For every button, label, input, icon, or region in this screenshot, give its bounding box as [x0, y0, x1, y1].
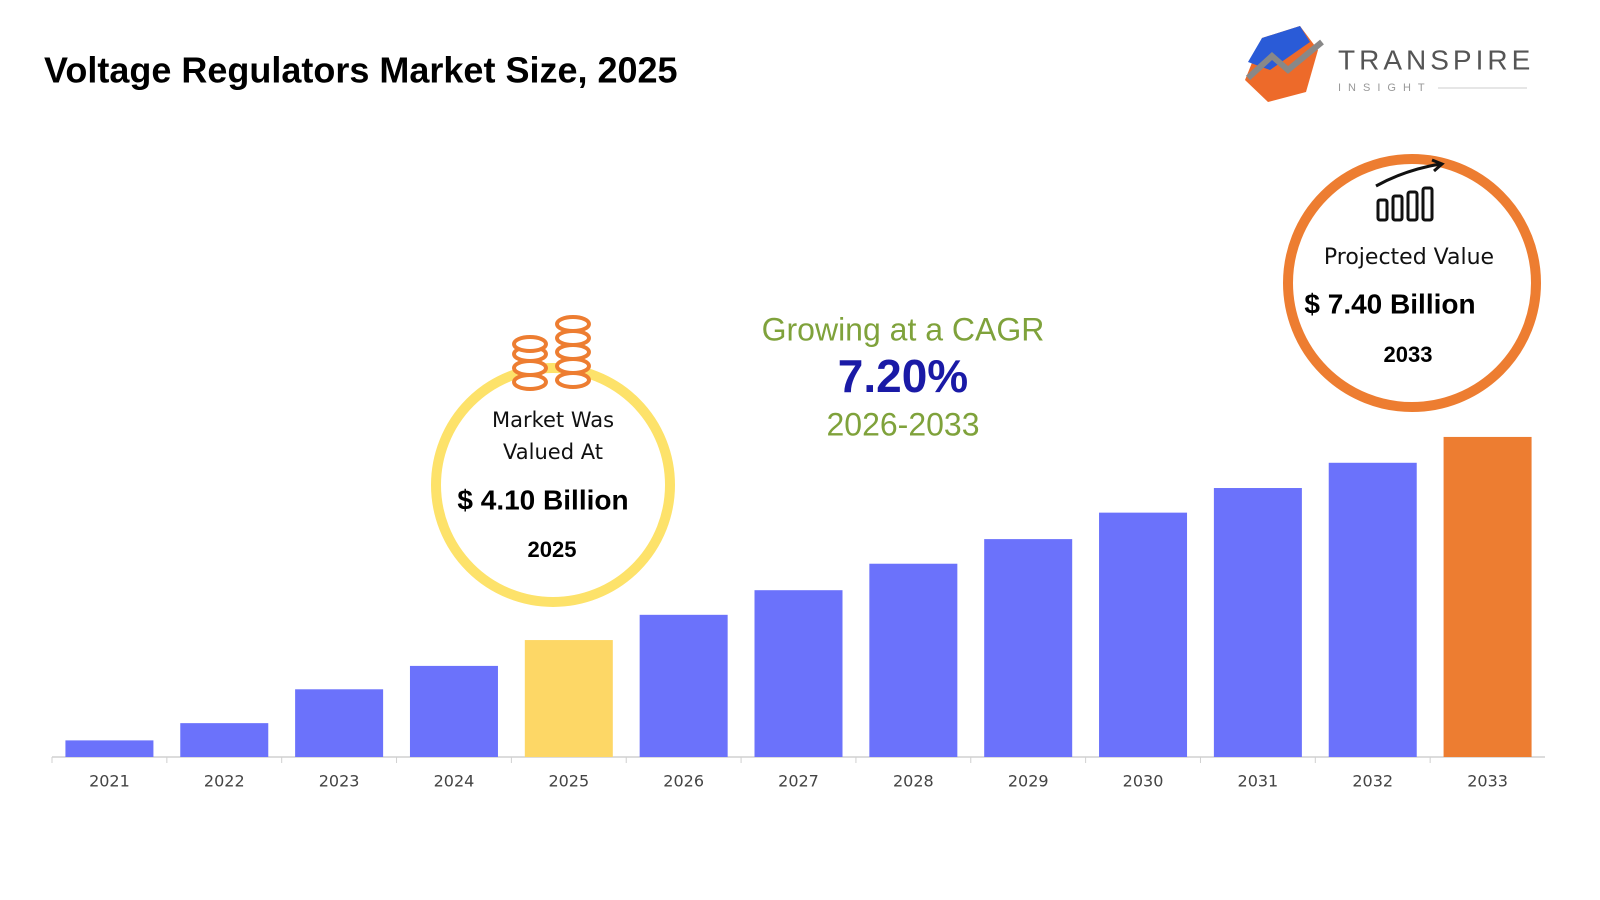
x-tick-label: 2024 [434, 772, 475, 791]
projected-circle [1283, 154, 1541, 412]
x-tick-label: 2022 [204, 772, 245, 791]
x-tick-label: 2028 [893, 772, 934, 791]
x-tick-label: 2026 [663, 772, 704, 791]
cagr-value: 7.20% [838, 350, 968, 402]
x-tick-label: 2021 [89, 772, 130, 791]
bar [409, 665, 498, 757]
bar [639, 614, 728, 757]
x-tick-label: 2031 [1238, 772, 1279, 791]
cagr-period: 2026-2033 [826, 406, 979, 442]
projected-year: 2033 [1384, 342, 1433, 367]
x-tick-label: 2029 [1008, 772, 1049, 791]
bar [1443, 436, 1532, 757]
bar [1099, 512, 1188, 757]
market-label: Market Was Valued At [491, 408, 615, 464]
growth-icon [1375, 158, 1445, 222]
bar [524, 640, 613, 757]
x-tick-label: 2023 [319, 772, 360, 791]
logo: TRANSPIRE INSIGHT [1245, 26, 1534, 102]
bar [869, 563, 958, 757]
bar [1213, 488, 1302, 757]
market-year: 2025 [528, 537, 577, 562]
market-value: $ 4.10 Billion [457, 484, 628, 515]
projected-label: Projected Value [1324, 245, 1494, 270]
bar [1328, 462, 1417, 757]
x-tick-label: 2032 [1352, 772, 1393, 791]
x-tick-label: 2025 [548, 772, 589, 791]
x-tick-label: 2030 [1123, 772, 1164, 791]
brand-tagline: INSIGHT [1338, 82, 1432, 94]
bar [65, 740, 154, 757]
bar [754, 590, 843, 757]
market-circle [431, 363, 675, 607]
cagr-label: Growing at a CAGR [762, 311, 1045, 347]
brand-name: TRANSPIRE [1338, 44, 1534, 75]
x-tick-label: 2033 [1467, 772, 1508, 791]
market-label-box: Market Was Valued At [491, 408, 615, 464]
bar [180, 723, 269, 757]
bar [984, 539, 1073, 757]
projected-value: $ 7.40 Billion [1304, 288, 1475, 319]
chart-title: Voltage Regulators Market Size, 2025 [44, 50, 678, 91]
bar [295, 689, 384, 757]
coins-icon [512, 315, 591, 391]
x-tick-label: 2027 [778, 772, 819, 791]
